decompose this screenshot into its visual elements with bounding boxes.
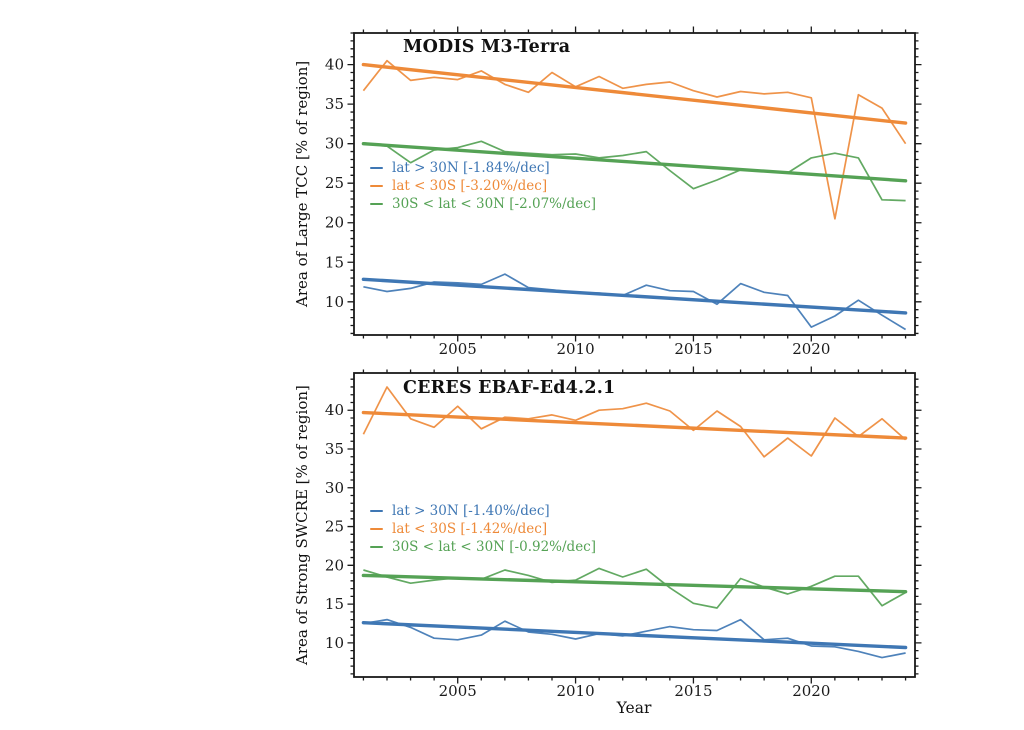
svg-text:2005: 2005: [439, 340, 477, 358]
y-axis-label-top: Area of Large TCC [% of region]: [293, 60, 311, 308]
svg-text:2010: 2010: [556, 340, 594, 358]
svg-text:2020: 2020: [792, 682, 830, 700]
legend-dash-icon: [370, 527, 383, 531]
svg-text:15: 15: [325, 595, 344, 613]
legend-label: lat > 30N [-1.84%/dec]: [392, 160, 550, 176]
legend-label: lat > 30N [-1.40%/dec]: [392, 503, 550, 519]
svg-text:10: 10: [325, 293, 344, 311]
legend-label: lat < 30S [-1.42%/dec]: [392, 521, 548, 537]
legend-bottom: lat > 30N [-1.40%/dec] lat < 30S [-1.42%…: [370, 503, 597, 555]
svg-text:15: 15: [325, 253, 344, 271]
panel-title-ceres: CERES EBAF-Ed4.2.1: [403, 378, 616, 398]
legend-item-lat-lt-30s: lat < 30S [-1.42%/dec]: [370, 521, 596, 537]
legend-dash-icon: [370, 184, 383, 188]
svg-text:10: 10: [325, 634, 344, 652]
svg-text:40: 40: [325, 56, 344, 74]
legend-dash-icon: [370, 166, 383, 170]
svg-text:2020: 2020: [792, 340, 830, 358]
legend-item-lat-gt-30n: lat > 30N [-1.84%/dec]: [370, 160, 596, 176]
svg-text:20: 20: [325, 214, 344, 232]
legend-label: 30S < lat < 30N [-2.07%/dec]: [392, 196, 597, 212]
x-axis-label: Year: [616, 699, 652, 717]
legend-label: lat < 30S [-3.20%/dec]: [392, 178, 548, 194]
legend-item-lat-gt-30n: lat > 30N [-1.40%/dec]: [370, 503, 596, 519]
svg-text:25: 25: [325, 518, 344, 536]
svg-text:20: 20: [325, 556, 344, 574]
svg-text:30: 30: [325, 135, 344, 153]
svg-text:2015: 2015: [674, 340, 712, 358]
svg-text:35: 35: [325, 440, 344, 458]
svg-text:2010: 2010: [556, 682, 594, 700]
legend-item-30s-lat-30n: 30S < lat < 30N [-0.92%/dec]: [370, 539, 597, 555]
svg-text:35: 35: [325, 95, 344, 113]
svg-text:2005: 2005: [439, 682, 477, 700]
legend-item-lat-lt-30s: lat < 30S [-3.20%/dec]: [370, 178, 596, 194]
svg-text:40: 40: [325, 401, 344, 419]
panel-title-modis: MODIS M3-Terra: [403, 37, 571, 57]
svg-text:2015: 2015: [674, 682, 712, 700]
legend-dash-icon: [370, 545, 383, 549]
y-axis-label-bottom: Area of Strong SWCRE [% of region]: [293, 385, 311, 665]
legend-top: lat > 30N [-1.84%/dec] lat < 30S [-3.20%…: [370, 160, 597, 212]
legend-item-30s-lat-30n: 30S < lat < 30N [-2.07%/dec]: [370, 196, 597, 212]
svg-text:25: 25: [325, 174, 344, 192]
legend-label: 30S < lat < 30N [-0.92%/dec]: [392, 539, 597, 555]
legend-dash-icon: [370, 202, 383, 206]
legend-dash-icon: [370, 509, 383, 513]
svg-text:30: 30: [325, 479, 344, 497]
